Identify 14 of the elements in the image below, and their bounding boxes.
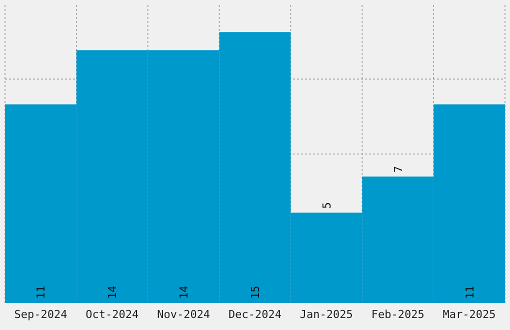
data-label: 15	[249, 286, 262, 299]
x-tick-label: Mar-2025	[442, 308, 496, 321]
x-tick-label: Feb-2025	[371, 308, 424, 321]
data-label: 14	[106, 285, 120, 299]
x-tick-label: Nov-2024	[157, 308, 210, 321]
data-label: 5	[320, 202, 334, 209]
x-tick-label: Oct-2024	[86, 308, 140, 321]
x-tick-label: Dec-2024	[228, 308, 282, 321]
x-tick-label: Sep-2024	[14, 308, 68, 321]
x-tick-label: Jan-2025	[300, 308, 353, 321]
data-label: 11	[34, 286, 48, 299]
data-label: 7	[392, 166, 405, 173]
data-label: 14	[178, 285, 191, 299]
data-label: 11	[463, 286, 476, 299]
